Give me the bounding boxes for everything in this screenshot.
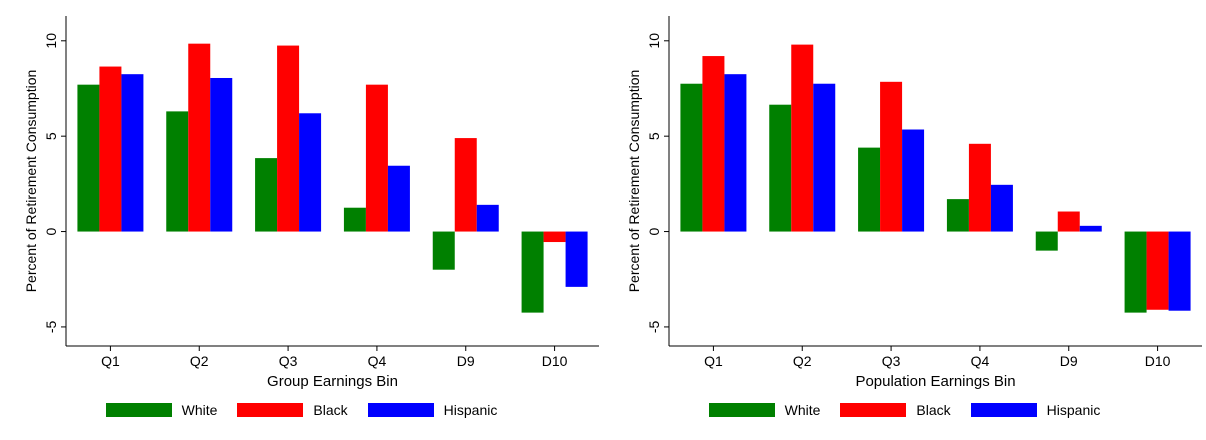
legend-item-hispanic: Hispanic <box>367 402 498 418</box>
bar-white-d10 <box>1124 231 1147 313</box>
bar-white-q2 <box>769 104 792 232</box>
y-axis-title: Percent of Retirement Consumption <box>23 70 39 293</box>
legend-swatch-black <box>840 403 907 417</box>
x-tick-label-q3: Q3 <box>882 353 901 369</box>
x-tick-label-q3: Q3 <box>279 353 298 369</box>
bar-hispanic-q2 <box>813 83 836 232</box>
x-tick-label-q1: Q1 <box>704 353 723 369</box>
x-tick-label-q4: Q4 <box>368 353 387 369</box>
bar-hispanic-q3 <box>902 129 925 232</box>
chart-panel-group-earnings: -5 0 5 10 Q1 Q2 Q3 Q4 D9 D10 Group Earnings Bin Per… <box>0 16 603 422</box>
bar-white-q3 <box>858 147 881 232</box>
legend: White Black Hispanic <box>0 398 603 422</box>
bar-white-q4 <box>946 199 969 232</box>
y-tick-label: -5 <box>646 320 662 333</box>
y-axis-title: Percent of Retirement Consumption <box>626 70 642 293</box>
bar-white-q1 <box>77 84 100 232</box>
chart-svg-population-earnings: -5 0 5 10 Q1 Q2 Q3 Q4 D9 D10 Population Earnings B… <box>626 16 1202 390</box>
legend-swatch-hispanic <box>367 403 434 417</box>
x-tick-label-q4: Q4 <box>971 353 990 369</box>
legend-item-black: Black <box>840 402 951 418</box>
legend-swatch-white <box>105 403 172 417</box>
y-tick-label: 0 <box>646 227 662 235</box>
bar-white-d10 <box>521 231 544 313</box>
legend-item-white: White <box>105 402 218 418</box>
legend-swatch-black <box>237 403 304 417</box>
y-tick-label: 0 <box>43 227 59 235</box>
bar-white-q3 <box>255 158 278 232</box>
x-tick-label-q2: Q2 <box>190 353 209 369</box>
x-tick-label-d9: D9 <box>1060 353 1078 369</box>
legend-label-hispanic: Hispanic <box>1046 402 1101 418</box>
y-tick-label: 5 <box>646 132 662 140</box>
bar-hispanic-q2 <box>210 77 233 232</box>
legend-swatch-hispanic <box>970 403 1037 417</box>
bar-black-q3 <box>880 81 903 232</box>
bar-hispanic-d9 <box>1079 225 1102 232</box>
y-tick-label: -5 <box>43 320 59 333</box>
legend-label-hispanic: Hispanic <box>443 402 498 418</box>
bar-white-d9 <box>432 231 455 270</box>
bar-hispanic-q1 <box>121 74 144 232</box>
y-tick-label: 10 <box>646 33 662 49</box>
y-tick-label: 10 <box>43 33 59 49</box>
bar-white-d9 <box>1035 231 1058 251</box>
legend-swatch-white <box>708 403 775 417</box>
legend: White Black Hispanic <box>603 398 1206 422</box>
bar-hispanic-d9 <box>476 204 499 232</box>
bar-black-d10 <box>1146 231 1169 310</box>
bar-black-q4 <box>968 143 991 232</box>
x-tick-label-d10: D10 <box>1145 353 1171 369</box>
legend-label-white: White <box>784 402 821 418</box>
legend-item-black: Black <box>237 402 348 418</box>
legend-label-black: Black <box>313 402 348 418</box>
y-tick-label: 5 <box>43 132 59 140</box>
x-tick-label-d10: D10 <box>542 353 568 369</box>
bar-black-d9 <box>454 138 477 232</box>
bar-hispanic-d10 <box>565 231 588 287</box>
x-axis-title: Group Earnings Bin <box>267 373 398 390</box>
bar-black-d9 <box>1057 211 1080 232</box>
legend-item-white: White <box>708 402 821 418</box>
bar-white-q4 <box>343 207 366 232</box>
bar-white-q2 <box>166 111 189 232</box>
bar-hispanic-q1 <box>724 74 747 232</box>
x-tick-label-d9: D9 <box>457 353 475 369</box>
chart-svg-group-earnings: -5 0 5 10 Q1 Q2 Q3 Q4 D9 D10 Group Earnings Bin Per… <box>23 16 599 390</box>
bar-white-q1 <box>680 83 703 232</box>
bar-black-q1 <box>99 66 122 232</box>
bar-black-q2 <box>791 44 814 232</box>
legend-label-white: White <box>181 402 218 418</box>
bar-hispanic-q4 <box>990 184 1013 232</box>
x-tick-label-q2: Q2 <box>793 353 812 369</box>
chart-panel-population-earnings: -5 0 5 10 Q1 Q2 Q3 Q4 D9 D10 Population Earnings B… <box>603 0 1206 440</box>
legend-label-black: Black <box>916 402 951 418</box>
legend-item-hispanic: Hispanic <box>970 402 1101 418</box>
x-axis-title: Population Earnings Bin <box>855 373 1015 390</box>
bar-hispanic-q3 <box>299 113 322 232</box>
bar-black-d10 <box>543 231 566 243</box>
bar-hispanic-q4 <box>387 165 410 232</box>
bar-black-q2 <box>188 43 211 232</box>
bar-black-q3 <box>277 45 300 232</box>
bar-black-q4 <box>365 84 388 232</box>
x-tick-label-q1: Q1 <box>101 353 120 369</box>
bar-hispanic-d10 <box>1168 231 1191 311</box>
bar-black-q1 <box>702 56 725 232</box>
